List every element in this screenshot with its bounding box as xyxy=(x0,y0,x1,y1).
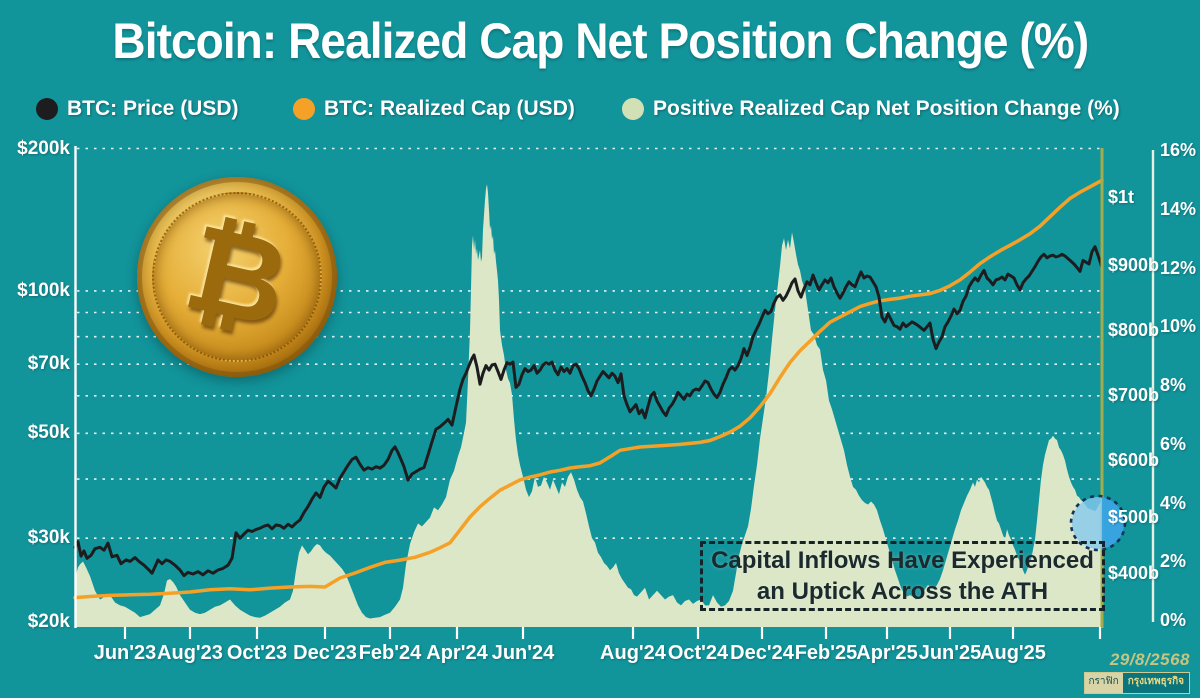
y-axis-label-percent: 14% xyxy=(1160,198,1197,219)
x-axis-label: Dec'23 xyxy=(293,642,357,664)
highlight-circle-border xyxy=(1069,494,1127,552)
x-axis-label: Oct'23 xyxy=(226,642,288,664)
y-axis-label-realized-cap: $1t xyxy=(1108,187,1135,207)
x-axis-label: Dec'24 xyxy=(730,642,794,664)
y-axis-label-percent: 6% xyxy=(1160,433,1187,454)
bitcoin-coin-icon: ₿ xyxy=(137,177,337,377)
y-axis-label-percent: 8% xyxy=(1160,375,1187,395)
annotation-box: Capital Inflows Have Experienced an Upti… xyxy=(700,541,1105,611)
y-axis-label-percent: 12% xyxy=(1160,257,1197,278)
x-axis-label: Aug'23 xyxy=(157,642,223,664)
y-axis-label-percent: 4% xyxy=(1160,492,1187,513)
y-axis-label-price: $20k xyxy=(27,610,70,632)
bitcoin-coin-inner-ring: ₿ xyxy=(152,192,322,362)
y-axis-label-realized-cap: $600b xyxy=(1108,450,1160,470)
y-axis-label-percent: 0% xyxy=(1160,610,1187,630)
publisher-logo-right: กรุงเทพธุรกิจ xyxy=(1122,673,1189,693)
legend-item-net-position: Positive Realized Cap Net Position Chang… xyxy=(622,95,1120,123)
x-axis-label: Jun'25 xyxy=(918,642,982,664)
legend: BTC: Price (USD) BTC: Realized Cap (USD)… xyxy=(0,95,1200,123)
price-legend-dot-icon xyxy=(36,98,58,120)
y-axis-label-realized-cap: $700b xyxy=(1108,385,1160,405)
x-axis-label: Apr'24 xyxy=(426,642,488,664)
y-axis-label-percent: 16% xyxy=(1160,140,1197,160)
net-position-legend-dot-icon xyxy=(622,98,644,120)
legend-label: BTC: Price (USD) xyxy=(67,97,239,120)
date-stamp: 29/8/2568 xyxy=(1109,650,1190,669)
y-axis-label-price: $200k xyxy=(17,137,70,159)
y-axis-label-realized-cap: $900b xyxy=(1108,255,1160,275)
x-axis-label: Jun'23 xyxy=(93,642,157,664)
x-axis-label: Aug'24 xyxy=(600,642,666,664)
y-axis-label-realized-cap: $500b xyxy=(1108,507,1160,527)
realized-cap-line-series xyxy=(73,178,1104,600)
annotation-line-2: an Uptick Across the ATH xyxy=(756,578,1049,605)
price-line-series xyxy=(73,245,1104,578)
legend-label: BTC: Realized Cap (USD) xyxy=(324,97,575,120)
net-position-area-series xyxy=(75,184,1102,627)
y-axis-label-realized-cap: $400b xyxy=(1108,563,1160,583)
x-axis-label: Oct'24 xyxy=(667,642,729,664)
legend-item-realized-cap: BTC: Realized Cap (USD) xyxy=(293,95,575,123)
x-axis-label: Apr'25 xyxy=(856,642,918,664)
page-title: Bitcoin: Realized Cap Net Position Chang… xyxy=(112,13,1089,69)
y-axis-label-price: $30k xyxy=(27,527,70,549)
y-axis-label-price: $70k xyxy=(27,353,70,375)
highlight-circle-outer-half xyxy=(1102,497,1124,549)
y-axis-label-price: $100k xyxy=(17,279,70,301)
publisher-logo: กราฟิก กรุงเทพธุรกิจ xyxy=(1083,672,1190,694)
y-axis-label-percent: 10% xyxy=(1160,316,1197,337)
publisher-logo-left: กราฟิก xyxy=(1084,673,1123,693)
bitcoin-symbol-icon: ₿ xyxy=(173,197,301,356)
annotation-line-1: Capital Inflows Have Experienced xyxy=(711,546,1094,574)
x-axis-label: Jun'24 xyxy=(491,642,555,664)
y-axis-label-realized-cap: $800b xyxy=(1108,320,1160,340)
x-axis-label: Feb'25 xyxy=(794,642,858,664)
legend-label: Positive Realized Cap Net Position Chang… xyxy=(653,97,1120,120)
realized-cap-legend-dot-icon xyxy=(293,98,315,120)
y-axis-label-percent: 2% xyxy=(1160,551,1187,572)
x-axis-label: Feb'24 xyxy=(358,642,422,664)
y-axis-label-price: $50k xyxy=(27,422,70,444)
x-axis-label: Aug'25 xyxy=(980,642,1046,664)
legend-item-price: BTC: Price (USD) xyxy=(36,95,239,123)
